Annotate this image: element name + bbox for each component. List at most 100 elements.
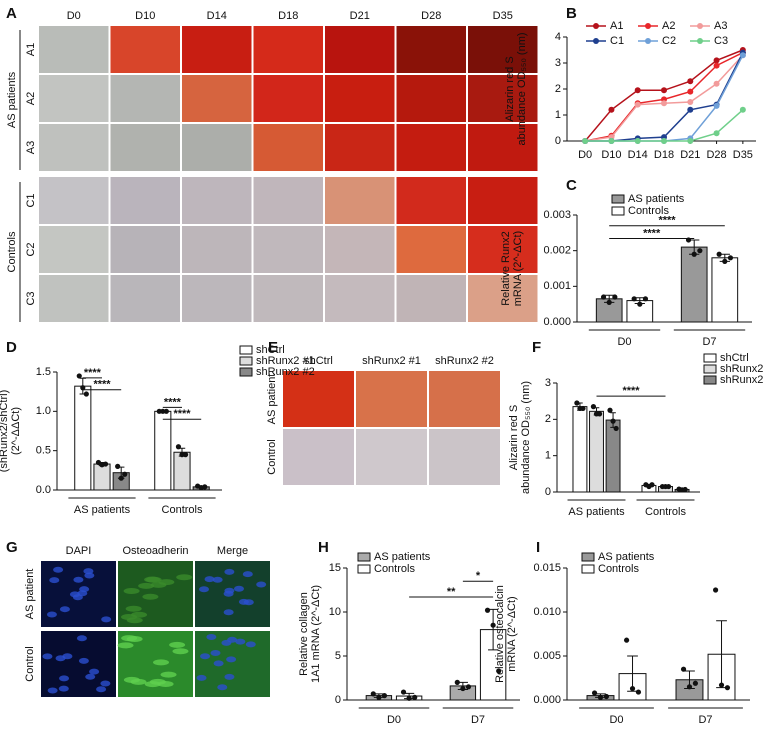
replicate-point xyxy=(580,405,586,412)
legend-label: shCtrl xyxy=(720,352,749,364)
column-label: Osteoadherin xyxy=(122,545,188,557)
image-tile xyxy=(110,177,180,224)
y-tick-label: 2 xyxy=(545,413,551,425)
panel-letter: C xyxy=(566,177,577,194)
cell xyxy=(172,648,189,655)
point xyxy=(687,99,694,105)
cell xyxy=(245,641,256,648)
cell xyxy=(242,571,253,578)
cell xyxy=(84,572,95,579)
column-label: D28 xyxy=(421,10,441,22)
point xyxy=(687,78,694,85)
replicate-point xyxy=(712,587,719,593)
legend-swatch xyxy=(357,552,371,562)
replicate-point xyxy=(590,404,597,410)
replicate-point xyxy=(118,475,124,481)
replicate-point xyxy=(629,685,636,692)
y-tick-label: 15 xyxy=(329,562,341,574)
replicate-point xyxy=(600,294,607,300)
replicate-point xyxy=(76,373,82,379)
panel-letter: H xyxy=(318,539,329,556)
point xyxy=(687,138,694,144)
image-tile xyxy=(396,26,466,73)
replicate-point xyxy=(591,690,598,696)
image-tile xyxy=(41,631,116,697)
row-label: C2 xyxy=(25,242,37,256)
replicate-point xyxy=(722,258,728,264)
replicate-point xyxy=(490,622,496,628)
point xyxy=(661,87,667,94)
image-tile xyxy=(468,177,538,224)
replicate-point xyxy=(381,693,388,699)
point xyxy=(608,106,615,113)
y-axis-label: Relative osteocalcin xyxy=(494,585,506,683)
replicate-point xyxy=(574,400,580,406)
replicate-point xyxy=(724,685,731,691)
panel-letter: B xyxy=(566,5,577,22)
y-tick-label: 2 xyxy=(555,83,561,95)
significance-label: **** xyxy=(658,215,676,227)
cell xyxy=(235,638,246,645)
image-tile xyxy=(396,75,466,122)
panel-letter: D xyxy=(6,339,17,356)
column-label: Merge xyxy=(217,545,248,557)
cell xyxy=(169,641,186,648)
image-tile xyxy=(110,124,180,171)
image-tile xyxy=(39,26,109,73)
y-axis-label: Relative Runx2 xyxy=(500,231,512,306)
cell xyxy=(123,587,140,594)
column-label: DAPI xyxy=(66,545,92,557)
replicate-point xyxy=(716,251,722,257)
y-tick-label: 3 xyxy=(545,377,551,389)
cell xyxy=(256,581,267,588)
legend-label: A1 xyxy=(610,20,623,32)
replicate-point xyxy=(460,685,466,692)
replicate-point xyxy=(682,486,688,493)
cell xyxy=(224,568,235,575)
replicate-point xyxy=(412,694,418,700)
cell xyxy=(224,587,235,594)
replicate-point xyxy=(727,255,734,261)
replicate-point xyxy=(607,407,613,413)
cell xyxy=(77,590,88,597)
bar xyxy=(154,410,172,491)
replicate-point xyxy=(496,668,502,674)
cell xyxy=(217,684,228,691)
replicate-point xyxy=(163,408,169,414)
panel-letter: F xyxy=(532,339,541,356)
y-axis-label: (2^-ΔΔCt) xyxy=(10,407,22,455)
legend-label: AS patients xyxy=(628,193,685,205)
replicate-point xyxy=(182,452,189,458)
y-tick-label: 1 xyxy=(555,109,561,121)
y-tick-label: 3 xyxy=(555,57,561,69)
replicate-point xyxy=(597,694,604,700)
image-tile xyxy=(429,371,500,427)
cell xyxy=(210,649,221,656)
replicate-point xyxy=(175,444,182,450)
row-label: Control xyxy=(24,646,36,681)
bar xyxy=(589,410,604,493)
replicate-point xyxy=(603,693,610,700)
replicate-point xyxy=(635,689,642,695)
x-tick-label: D18 xyxy=(654,149,674,161)
replicate-point xyxy=(370,691,376,697)
y-tick-label: 0.0 xyxy=(36,484,51,496)
replicate-point xyxy=(122,471,128,477)
point xyxy=(713,102,720,109)
y-tick-label: 1.0 xyxy=(36,405,51,417)
replicate-point xyxy=(665,483,672,490)
legend-label: shRunx2 #2 xyxy=(256,366,315,378)
legend-swatch xyxy=(703,375,717,385)
y-tick-label: 0.003 xyxy=(543,209,571,221)
replicate-point xyxy=(606,299,612,305)
cell xyxy=(100,680,111,687)
cell xyxy=(76,635,87,642)
image-tile xyxy=(182,275,252,322)
x-tick-label: D7 xyxy=(702,336,716,348)
replicate-point xyxy=(649,482,655,488)
cell xyxy=(47,687,58,694)
bar xyxy=(605,419,621,493)
y-tick-label: 0.010 xyxy=(533,606,561,618)
image-tile xyxy=(253,275,323,322)
cell xyxy=(150,581,167,588)
